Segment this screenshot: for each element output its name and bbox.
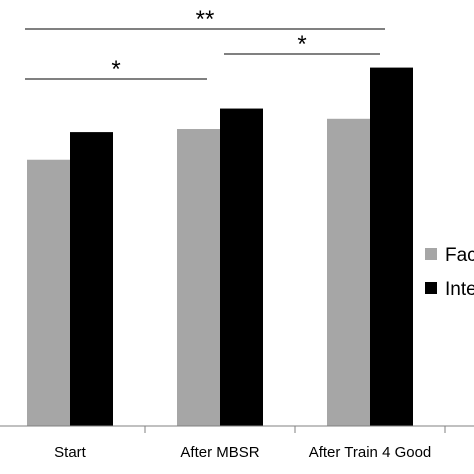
- significance-group: ****: [25, 6, 385, 83]
- legend-label-1: Inte: [445, 279, 474, 300]
- legend-swatch-0: [425, 248, 437, 260]
- bars-group: [27, 67, 413, 427]
- bar-series1-0: [27, 159, 70, 426]
- bar-series2-2: [370, 67, 413, 426]
- legend: Fac Inte: [425, 245, 474, 300]
- bar-series1-2: [327, 118, 370, 427]
- significance-label-0: **: [196, 6, 215, 33]
- bar-series1-1: [177, 129, 220, 426]
- bar-series2-1: [220, 108, 263, 426]
- legend-swatch-1: [425, 282, 437, 294]
- x-tick-label-1: After MBSR: [180, 444, 259, 461]
- x-tick-labels-group: Start After MBSR After Train 4 Good: [54, 444, 431, 461]
- legend-label-0: Fac: [445, 245, 474, 266]
- x-tick-label-0: Start: [54, 444, 87, 461]
- bar-series2-0: [70, 132, 113, 427]
- significance-label-1: *: [111, 56, 120, 83]
- x-tick-label-2: After Train 4 Good: [309, 444, 432, 461]
- x-ticks-group: [144, 426, 446, 433]
- significance-label-2: *: [297, 31, 306, 58]
